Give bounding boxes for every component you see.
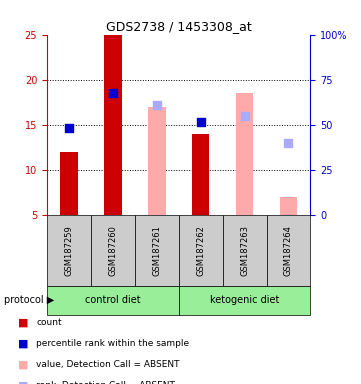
Text: ■: ■ [18, 360, 29, 370]
Point [286, 140, 291, 146]
Bar [280, 197, 297, 215]
Point [154, 102, 160, 108]
Text: control diet: control diet [85, 295, 141, 306]
Text: ■: ■ [18, 318, 29, 328]
Text: GSM187259: GSM187259 [64, 225, 73, 276]
Text: GSM187261: GSM187261 [152, 225, 161, 276]
Text: ■: ■ [18, 339, 29, 349]
Bar [192, 134, 209, 215]
Text: GSM187264: GSM187264 [284, 225, 293, 276]
Title: GDS2738 / 1453308_at: GDS2738 / 1453308_at [106, 20, 252, 33]
Text: rank, Detection Call = ABSENT: rank, Detection Call = ABSENT [36, 381, 175, 384]
Text: value, Detection Call = ABSENT: value, Detection Call = ABSENT [36, 360, 180, 369]
Text: protocol ▶: protocol ▶ [4, 295, 54, 306]
Point [242, 113, 248, 119]
Point [110, 90, 116, 96]
Text: percentile rank within the sample: percentile rank within the sample [36, 339, 189, 348]
Text: GSM187262: GSM187262 [196, 225, 205, 276]
Text: GSM187260: GSM187260 [108, 225, 117, 276]
Text: ■: ■ [18, 381, 29, 384]
Bar [104, 35, 122, 215]
Bar [148, 107, 165, 215]
Bar [60, 152, 78, 215]
Point [66, 124, 72, 131]
Text: ketogenic diet: ketogenic diet [210, 295, 279, 306]
Text: count: count [36, 318, 62, 327]
Text: GSM187263: GSM187263 [240, 225, 249, 276]
Bar [236, 93, 253, 215]
Point [198, 119, 204, 125]
